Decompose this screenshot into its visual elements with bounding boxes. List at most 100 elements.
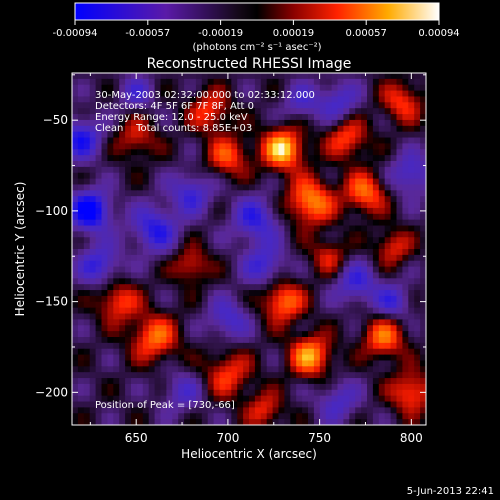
heatmap-cell xyxy=(136,84,144,92)
heatmap-cell xyxy=(361,231,368,238)
heatmap-cell xyxy=(125,114,132,121)
heatmap-cell xyxy=(384,325,392,332)
heatmap-cell xyxy=(142,395,150,403)
heatmap-cell xyxy=(260,108,268,115)
heatmap-cell xyxy=(101,290,108,297)
heatmap-cell xyxy=(225,73,232,80)
heatmap-cell xyxy=(136,319,144,326)
heatmap-cell xyxy=(166,219,173,227)
heatmap-cell xyxy=(219,119,226,127)
heatmap-cell xyxy=(125,237,132,244)
heatmap-cell xyxy=(225,389,232,397)
heatmap-cell xyxy=(89,237,97,244)
heatmap-cell xyxy=(101,301,108,309)
heatmap-cell xyxy=(378,207,386,215)
heatmap-cell xyxy=(142,184,150,191)
heatmap-cell xyxy=(414,90,421,98)
heatmap-cell xyxy=(101,337,108,344)
heatmap-cell xyxy=(313,278,321,285)
heatmap-cell xyxy=(201,372,209,379)
heatmap-cell xyxy=(237,149,244,156)
heatmap-cell xyxy=(219,102,226,109)
heatmap-cell xyxy=(355,383,362,391)
heatmap-cell xyxy=(95,78,103,86)
heatmap-cell xyxy=(272,331,280,338)
heatmap-cell xyxy=(372,213,380,221)
heatmap-cell xyxy=(213,348,221,356)
heatmap-cell xyxy=(361,342,368,350)
heatmap-cell xyxy=(337,184,344,191)
heatmap-cell xyxy=(219,143,226,150)
heatmap-cell xyxy=(319,137,327,144)
heatmap-cell xyxy=(254,166,262,174)
heatmap-cell xyxy=(361,372,368,379)
heatmap-cell xyxy=(260,243,268,250)
heatmap-cell xyxy=(420,119,426,127)
heatmap-cell xyxy=(249,401,256,408)
colorbar-tick-label-0: -0.00094 xyxy=(53,28,98,39)
heatmap-cell xyxy=(77,137,85,144)
heatmap-cell xyxy=(213,383,221,391)
heatmap-cell xyxy=(408,290,415,297)
heatmap-cell xyxy=(237,108,244,115)
heatmap-cell xyxy=(313,237,321,244)
heatmap-cell xyxy=(178,260,185,268)
heatmap-cell xyxy=(384,272,392,279)
heatmap-cell xyxy=(331,413,339,420)
heatmap-cell xyxy=(160,366,167,373)
heatmap-cell xyxy=(178,272,185,279)
heatmap-cell xyxy=(378,354,386,362)
heatmap-cell xyxy=(390,78,398,86)
heatmap-cell xyxy=(414,278,421,285)
heatmap-cell xyxy=(207,383,215,391)
heatmap-cell xyxy=(178,119,185,127)
heatmap-cell xyxy=(254,237,262,244)
heatmap-cell xyxy=(201,202,209,209)
heatmap-cell xyxy=(131,278,138,285)
heatmap-cell xyxy=(231,161,238,168)
heatmap-cell xyxy=(113,125,120,133)
heatmap-cell xyxy=(313,90,321,98)
heatmap-cell xyxy=(290,331,297,338)
heatmap-cell xyxy=(361,219,368,227)
heatmap-cell xyxy=(172,360,179,367)
heatmap-cell xyxy=(131,202,138,209)
heatmap-cell xyxy=(107,149,114,156)
heatmap-cell xyxy=(243,278,250,285)
heatmap-cell xyxy=(119,96,126,103)
heatmap-cell xyxy=(296,125,303,133)
heatmap-cell xyxy=(402,342,409,350)
heatmap-cell xyxy=(302,137,309,144)
heatmap-cell xyxy=(237,360,244,367)
heatmap-cell xyxy=(260,102,268,109)
heatmap-cell xyxy=(408,78,415,86)
heatmap-cell xyxy=(361,249,368,256)
heatmap-cell xyxy=(83,196,91,203)
heatmap-cell xyxy=(296,254,303,262)
heatmap-cell xyxy=(131,219,138,227)
heatmap-cell xyxy=(89,184,97,191)
heatmap-cell xyxy=(378,395,386,403)
heatmap-cell xyxy=(384,96,392,103)
heatmap-cell xyxy=(142,254,150,262)
heatmap-cell xyxy=(148,166,156,174)
heatmap-cell xyxy=(367,131,374,139)
heatmap-cell xyxy=(195,307,203,315)
heatmap-cell xyxy=(219,166,226,174)
heatmap-cell xyxy=(296,342,303,350)
heatmap-cell xyxy=(367,319,374,326)
heatmap-cell xyxy=(136,260,144,268)
heatmap-cell xyxy=(72,260,79,268)
heatmap-cell xyxy=(201,342,209,350)
heatmap-cell xyxy=(213,401,221,408)
heatmap-cell xyxy=(361,272,368,279)
heatmap-cell xyxy=(260,307,268,315)
heatmap-cell xyxy=(308,266,315,274)
heatmap-cell xyxy=(231,114,238,121)
heatmap-cell xyxy=(219,125,226,133)
heatmap-cell xyxy=(237,196,244,203)
heatmap-cell xyxy=(249,319,256,326)
heatmap-cell xyxy=(331,295,339,303)
heatmap-cell xyxy=(384,131,392,139)
